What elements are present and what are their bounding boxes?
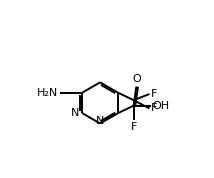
Text: F: F: [150, 103, 157, 113]
Text: OH: OH: [152, 101, 169, 111]
Text: N: N: [71, 108, 79, 118]
Text: O: O: [132, 74, 141, 84]
Text: N: N: [96, 116, 104, 126]
Text: F: F: [131, 122, 137, 132]
Text: H₂N: H₂N: [37, 88, 58, 98]
Text: F: F: [150, 89, 157, 99]
